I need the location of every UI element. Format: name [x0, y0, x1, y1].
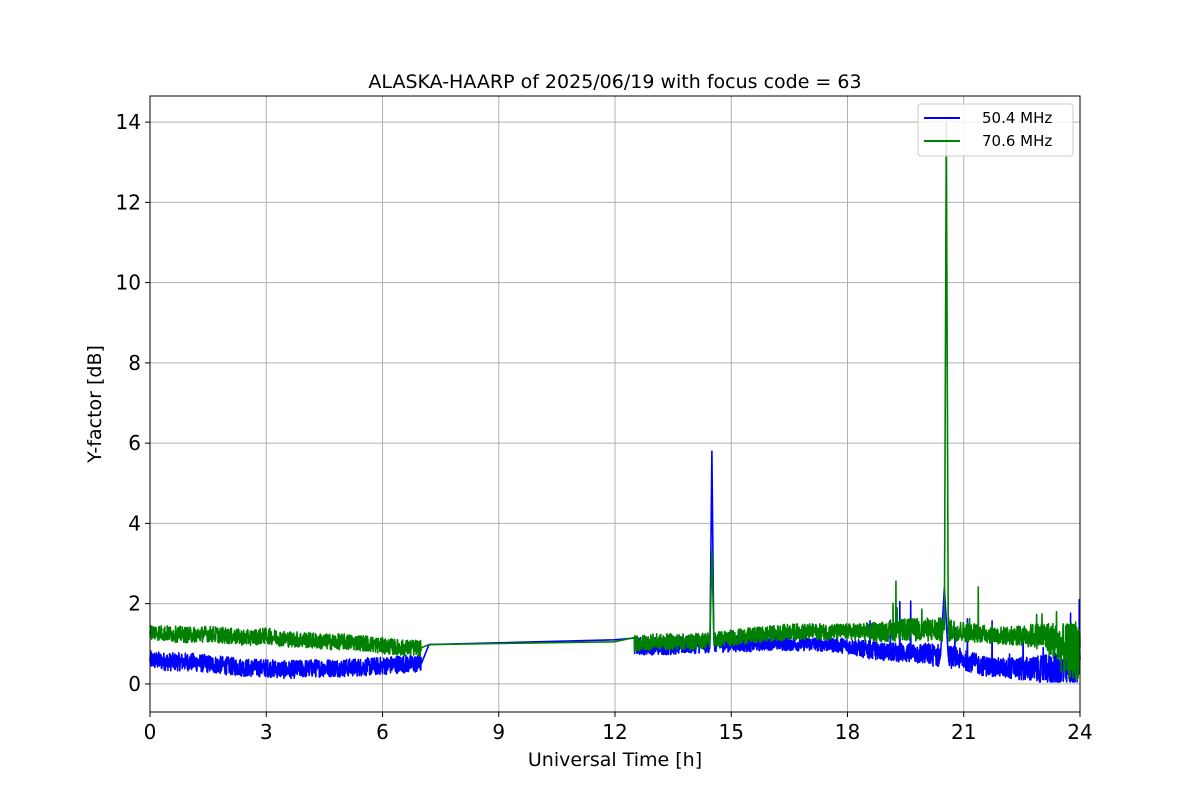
- y-tick-label: 4: [128, 511, 141, 535]
- legend: 50.4 MHz 70.6 MHz: [917, 103, 1074, 157]
- x-tick-label: 9: [492, 720, 505, 744]
- y-tick-label: 12: [116, 190, 141, 214]
- x-tick-label: 3: [260, 720, 273, 744]
- x-tick-label: 21: [951, 720, 976, 744]
- y-tick-label: 0: [128, 672, 141, 696]
- legend-label-70-6: 70.6 MHz: [982, 132, 1052, 150]
- chart-title: ALASKA-HAARP of 2025/06/19 with focus co…: [368, 71, 861, 93]
- y-tick-label: 10: [116, 271, 141, 295]
- legend-label-50-4: 50.4 MHz: [982, 109, 1052, 127]
- y-tick-label: 8: [128, 351, 141, 375]
- series-line-70-6-mhz: [149, 121, 1081, 681]
- x-tick-label: 12: [602, 720, 627, 744]
- series-layer: [149, 121, 1081, 683]
- y-tick-label: 2: [128, 592, 141, 616]
- x-tick-label: 0: [144, 720, 157, 744]
- y-tick-label: 6: [128, 431, 141, 455]
- y-axis-label: Y-factor [dB]: [84, 345, 106, 464]
- x-tick-label: 6: [376, 720, 389, 744]
- x-tick-label: 15: [719, 720, 744, 744]
- x-tick-label: 18: [835, 720, 860, 744]
- x-axis-label: Universal Time [h]: [528, 749, 702, 771]
- y-tick-label: 14: [116, 110, 141, 134]
- x-tick-label: 24: [1067, 720, 1092, 744]
